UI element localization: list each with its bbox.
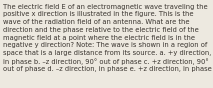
Text: The electric field E of an electromagnetic wave traveling the positive x directi: The electric field E of an electromagnet… <box>3 4 211 73</box>
